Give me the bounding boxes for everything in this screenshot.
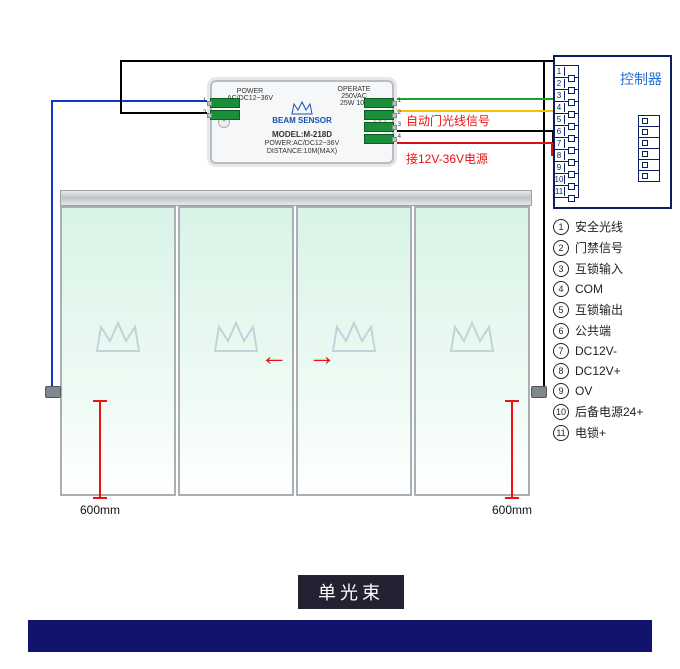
terminal-pin: 3 bbox=[364, 122, 394, 132]
sensor-spec: DISTANCE:10M(MAX) bbox=[267, 148, 337, 155]
legend-item: 5互锁输出 bbox=[553, 301, 643, 318]
automatic-door: ← → bbox=[60, 190, 530, 500]
wire-green bbox=[390, 98, 555, 100]
terminal-right: 1 2 3 4 bbox=[364, 98, 394, 144]
legend-item: 6公共端 bbox=[553, 322, 643, 339]
arrow-right-icon: → bbox=[308, 340, 336, 372]
legend-text: 门禁信号 bbox=[575, 239, 623, 256]
controller-terminal-aux bbox=[638, 115, 660, 182]
legend-text: 公共端 bbox=[575, 322, 611, 339]
legend-text: 安全光线 bbox=[575, 218, 623, 235]
wire-black bbox=[390, 130, 554, 132]
legend-item: 7DC12V- bbox=[553, 343, 643, 359]
legend-item: 8DC12V+ bbox=[553, 363, 643, 379]
legend-item: 4COM bbox=[553, 281, 643, 297]
crown-icon bbox=[93, 317, 143, 357]
diagram-stage: 自动门光线信号 接12V-36V电源 + + POWER AC/DC12~36V… bbox=[0, 0, 680, 669]
legend-text: 后备电源24+ bbox=[575, 403, 643, 420]
controller-pin: 9 bbox=[553, 162, 579, 174]
controller-pin: 5 bbox=[553, 114, 579, 126]
controller-pin: 6 bbox=[553, 126, 579, 138]
label-power: 接12V-36V电源 bbox=[406, 150, 488, 167]
legend-text: 互锁输入 bbox=[575, 260, 623, 277]
legend-item: 2门禁信号 bbox=[553, 239, 643, 256]
door-rail bbox=[60, 190, 532, 206]
controller-title: 控制器 bbox=[620, 69, 662, 89]
controller-terminal-main: 1 2 3 4 5 6 7 8 9 10 11 bbox=[553, 65, 579, 198]
legend-text: DC12V+ bbox=[575, 364, 621, 378]
text: POWER bbox=[237, 88, 263, 95]
sensor-model: MODEL:M-218D bbox=[272, 130, 332, 139]
beam-sensor-eye-left bbox=[45, 386, 61, 398]
legend-text: 互锁输出 bbox=[575, 301, 623, 318]
diagram-caption: 单光束 bbox=[298, 575, 404, 609]
sensor-spec: POWER:AC/DC12~36V bbox=[265, 140, 340, 147]
wire-black bbox=[120, 60, 122, 112]
controller-box: 控制器 1 2 3 4 5 6 7 8 9 10 11 bbox=[553, 55, 672, 209]
controller-pin: 2 bbox=[553, 78, 579, 90]
dimension-left: 600mm bbox=[80, 400, 120, 517]
terminal-left: 1 2 bbox=[210, 98, 240, 120]
wire-black bbox=[120, 112, 211, 114]
terminal-pin: 1 bbox=[364, 98, 394, 108]
terminal-pin: 1 bbox=[210, 98, 240, 108]
pin-legend: 1安全光线 2门禁信号 3互锁输入 4COM 5互锁输出 6公共端 7DC12V… bbox=[553, 218, 643, 445]
controller-pin: 11 bbox=[553, 186, 579, 198]
legend-text: DC12V- bbox=[575, 344, 617, 358]
wire-blue bbox=[51, 100, 53, 388]
crown-icon bbox=[329, 317, 379, 357]
wire-blue bbox=[51, 100, 211, 102]
wire-red bbox=[390, 142, 553, 144]
legend-text: 电锁+ bbox=[575, 424, 606, 441]
legend-item: 11电锁+ bbox=[553, 424, 643, 441]
legend-item: 10后备电源24+ bbox=[553, 403, 643, 420]
controller-pin: 10 bbox=[553, 174, 579, 186]
wire-black bbox=[120, 60, 555, 62]
controller-pin: 3 bbox=[553, 90, 579, 102]
legend-text: COM bbox=[575, 282, 603, 296]
terminal-pin: 2 bbox=[364, 110, 394, 120]
controller-pin: 7 bbox=[553, 138, 579, 150]
controller-pin: 8 bbox=[553, 150, 579, 162]
footer-bar bbox=[28, 620, 652, 652]
sensor-brand: BEAM SENSOR bbox=[272, 116, 332, 125]
dimension-right: 600mm bbox=[492, 400, 532, 517]
legend-item: 1安全光线 bbox=[553, 218, 643, 235]
dimension-text: 600mm bbox=[492, 503, 532, 517]
legend-text: OV bbox=[575, 384, 592, 398]
controller-pin: 4 bbox=[553, 102, 579, 114]
legend-item: 9OV bbox=[553, 383, 643, 399]
text: 250VAC bbox=[341, 93, 367, 100]
beam-sensor-module: + + POWER AC/DC12~36V OPERATE 250VAC 25W… bbox=[210, 80, 394, 164]
legend-item: 3互锁输入 bbox=[553, 260, 643, 277]
dimension-text: 600mm bbox=[80, 503, 120, 517]
crown-icon bbox=[211, 317, 261, 357]
arrow-left-icon: ← bbox=[260, 340, 288, 372]
terminal-pin: 4 bbox=[364, 134, 394, 144]
terminal-pin: 2 bbox=[210, 110, 240, 120]
controller-pin: 1 bbox=[553, 65, 579, 78]
text: OPERATE bbox=[338, 86, 371, 93]
crown-icon bbox=[447, 317, 497, 357]
beam-sensor-eye-right bbox=[531, 386, 547, 398]
label-signal: 自动门光线信号 bbox=[406, 112, 490, 129]
